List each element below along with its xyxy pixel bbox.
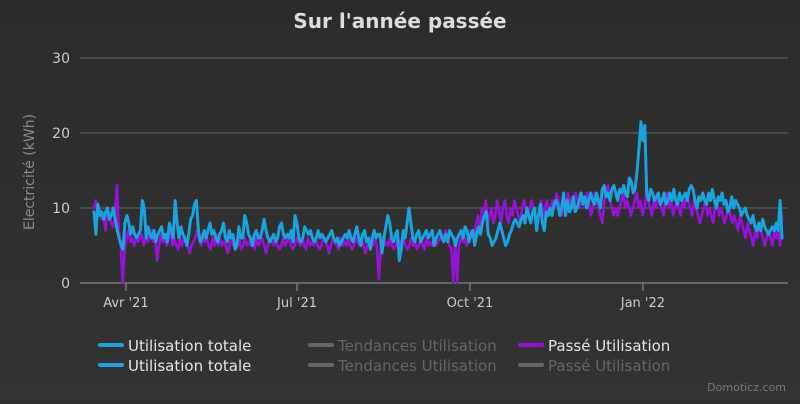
legend-item[interactable]: Utilisation totale <box>98 337 251 355</box>
legend-item[interactable]: Passé Utilisation <box>518 357 670 375</box>
x-tick-label: Avr '21 <box>103 296 148 311</box>
x-tick-label: Jan '22 <box>620 296 665 311</box>
legend-label: Utilisation totale <box>128 357 251 375</box>
chart-title: Sur l'année passée <box>293 9 506 33</box>
legend-label: Tendances Utilisation <box>337 337 497 355</box>
y-axis-label: Electricité (kWh) <box>22 114 38 230</box>
legend: Utilisation totale Utilisation totale Tend… <box>98 337 670 375</box>
legend-item[interactable]: Tendances Utilisation <box>308 357 497 375</box>
y-tick-label: 30 <box>52 51 70 67</box>
plot-area <box>92 120 784 285</box>
series-line-utilisation-totale[interactable] <box>92 120 784 262</box>
credits-link[interactable]: Domoticz.com <box>707 381 786 394</box>
y-axis-ticks: 0 10 20 30 <box>52 51 70 292</box>
legend-item[interactable]: Passé Utilisation <box>518 337 670 355</box>
x-axis-ticks: Avr '21 Jul '21 Oct '21 Jan '22 <box>103 283 665 311</box>
x-tick-label: Jul '21 <box>276 296 317 311</box>
legend-item[interactable]: Utilisation totale <box>98 357 251 375</box>
y-tick-label: 20 <box>52 126 70 142</box>
legend-label: Utilisation totale <box>128 337 251 355</box>
y-tick-label: 0 <box>61 276 70 292</box>
x-tick-label: Oct '21 <box>447 296 494 311</box>
legend-label: Passé Utilisation <box>548 337 670 355</box>
y-gridlines <box>80 57 788 209</box>
legend-item[interactable]: Tendances Utilisation <box>308 337 497 355</box>
y-tick-label: 10 <box>52 201 70 217</box>
legend-label: Passé Utilisation <box>548 357 670 375</box>
legend-label: Tendances Utilisation <box>337 357 497 375</box>
series-line-passe-utilisation[interactable] <box>92 184 784 285</box>
